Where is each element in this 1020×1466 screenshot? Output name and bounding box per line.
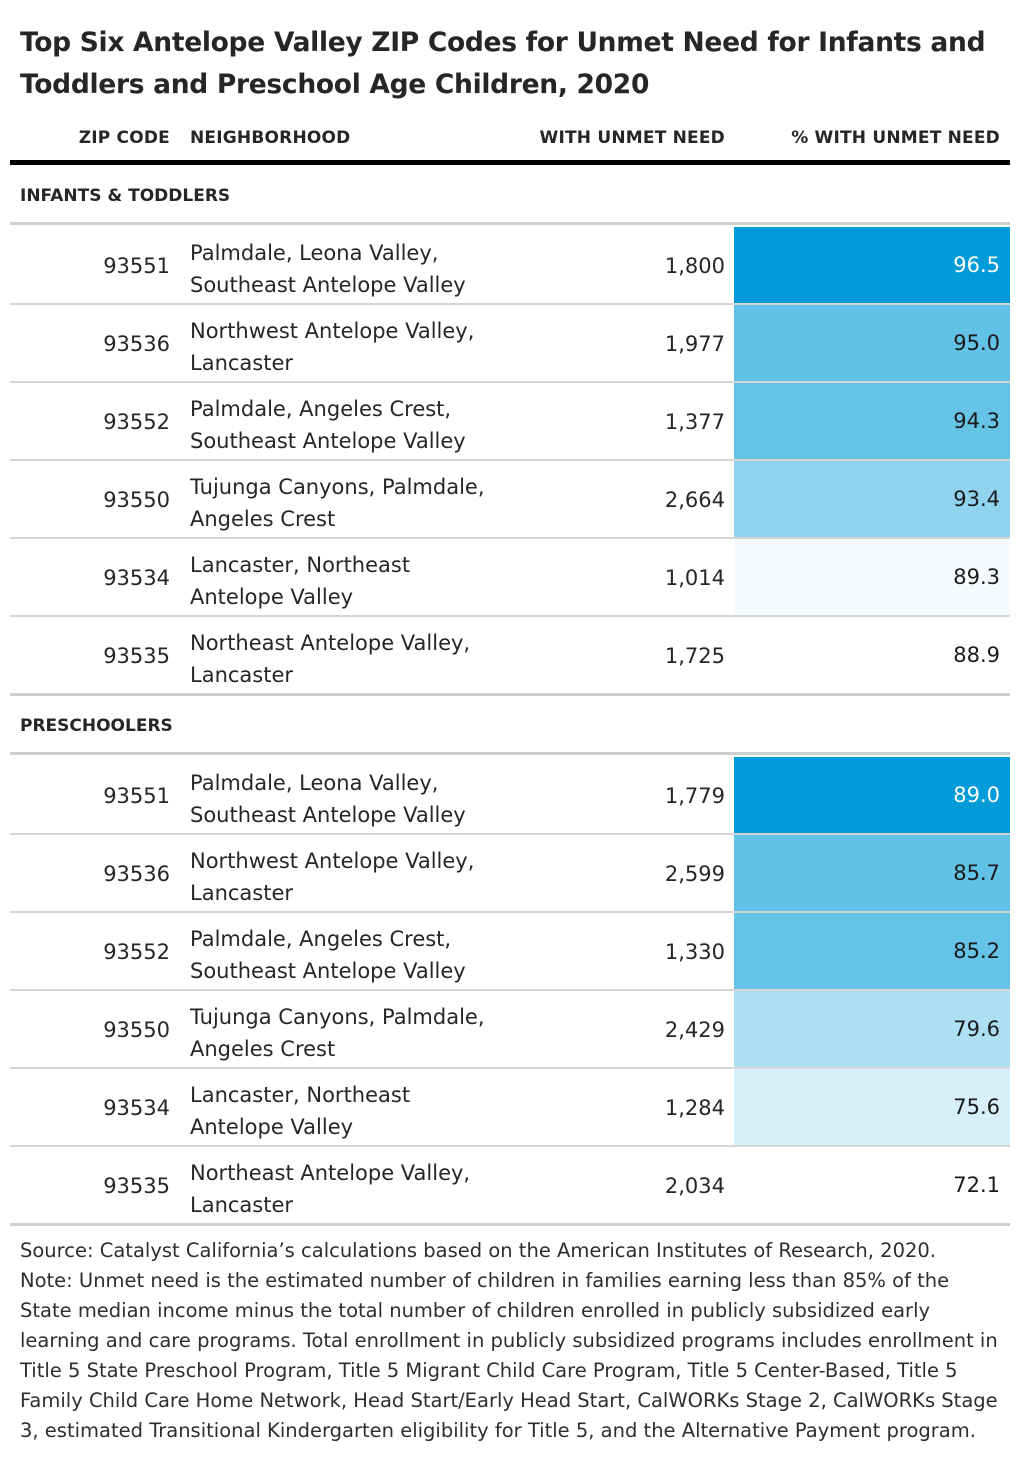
header-rule <box>10 160 1010 165</box>
zip-code-cell: 93550 <box>103 488 170 512</box>
pct-unmet-need-cell: 89.3 <box>734 539 1010 615</box>
section-rule <box>10 752 1010 755</box>
neighborhood-cell: Northeast Antelope Valley, Lancaster <box>190 1161 471 1217</box>
zip-code-cell: 93551 <box>103 254 170 278</box>
zip-code-cell: 93535 <box>103 1174 170 1198</box>
chart-title: Top Six Antelope Valley ZIP Codes for Un… <box>20 27 986 100</box>
neighborhood-cell: Palmdale, Leona Valley, Southeast Antelo… <box>190 241 466 297</box>
pct-unmet-need-cell: 88.9 <box>734 617 1010 693</box>
pct-unmet-need-value: 85.2 <box>953 939 1000 963</box>
table-row: 93552 Palmdale, Angeles Crest, Southeast … <box>10 383 1010 461</box>
zip-code-cell: 93536 <box>103 862 170 886</box>
with-unmet-need-cell: 1,284 <box>664 1096 725 1120</box>
with-unmet-need-cell: 1,779 <box>664 784 725 808</box>
pct-unmet-need-value: 89.0 <box>953 783 1000 807</box>
with-unmet-need-cell: 2,664 <box>664 488 725 512</box>
zip-code-cell: 93551 <box>103 784 170 808</box>
table-row: 93550 Tujunga Canyons, Palmdale, Angeles … <box>10 991 1010 1069</box>
table-row: 93550 Tujunga Canyons, Palmdale, Angeles … <box>10 461 1010 539</box>
row-divider <box>10 537 1010 539</box>
method-note: Note: Unmet need is the estimated number… <box>20 1269 998 1442</box>
row-divider <box>10 459 1010 461</box>
table-row: 93536 Northwest Antelope Valley, Lancaste… <box>10 305 1010 383</box>
with-unmet-need-cell: 1,977 <box>664 332 725 356</box>
with-unmet-need-cell: 1,330 <box>664 940 725 964</box>
pct-unmet-need-value: 75.6 <box>953 1095 1000 1119</box>
pct-unmet-need-cell: 72.1 <box>734 1147 1010 1223</box>
table-row: 93535 Northeast Antelope Valley, Lancaste… <box>10 1147 1010 1225</box>
table-row: 93536 Northwest Antelope Valley, Lancaste… <box>10 835 1010 913</box>
pct-unmet-need-cell: 89.0 <box>734 757 1010 833</box>
row-divider <box>10 693 1010 696</box>
with-unmet-need-cell: 2,429 <box>664 1018 725 1042</box>
pct-unmet-need-value: 96.5 <box>953 253 1000 277</box>
table-row: 93552 Palmdale, Angeles Crest, Southeast … <box>10 913 1010 991</box>
column-header-with-unmet-need: WITH UNMET NEED <box>539 128 725 148</box>
pct-unmet-need-value: 88.9 <box>953 643 1000 667</box>
footer-notes: Source: Catalyst California’s calculatio… <box>20 1236 1005 1446</box>
section-label: INFANTS & TODDLERS <box>20 186 231 206</box>
neighborhood-cell: Palmdale, Leona Valley, Southeast Antelo… <box>190 771 466 827</box>
neighborhood-cell: Northwest Antelope Valley, Lancaster <box>190 319 475 375</box>
zip-code-cell: 93536 <box>103 332 170 356</box>
zip-code-cell: 93552 <box>103 940 170 964</box>
column-header-zip: ZIP CODE <box>78 128 170 148</box>
table-row: 93551 Palmdale, Leona Valley, Southeast A… <box>10 757 1010 835</box>
pct-unmet-need-value: 93.4 <box>953 487 1000 511</box>
pct-unmet-need-value: 85.7 <box>953 861 1000 885</box>
with-unmet-need-cell: 1,377 <box>664 410 725 434</box>
column-header-neighborhood: NEIGHBORHOOD <box>190 128 351 148</box>
with-unmet-need-cell: 1,725 <box>664 644 725 668</box>
with-unmet-need-cell: 1,014 <box>664 566 725 590</box>
pct-unmet-need-value: 72.1 <box>953 1173 1000 1197</box>
zip-code-cell: 93535 <box>103 644 170 668</box>
zip-code-cell: 93552 <box>103 410 170 434</box>
table-row: 93534 Lancaster, Northeast Antelope Valle… <box>10 539 1010 617</box>
row-divider <box>10 615 1010 617</box>
row-divider <box>10 381 1010 383</box>
table-row: 93534 Lancaster, Northeast Antelope Valle… <box>10 1069 1010 1147</box>
zip-code-cell: 93534 <box>103 1096 170 1120</box>
with-unmet-need-cell: 1,800 <box>664 254 725 278</box>
pct-unmet-need-value: 79.6 <box>953 1017 1000 1041</box>
row-divider <box>10 1145 1010 1147</box>
pct-unmet-need-value: 94.3 <box>953 409 1000 433</box>
neighborhood-cell: Lancaster, Northeast Antelope Valley <box>190 1083 411 1139</box>
with-unmet-need-cell: 2,599 <box>664 862 725 886</box>
zip-code-cell: 93550 <box>103 1018 170 1042</box>
row-divider <box>10 303 1010 305</box>
zip-code-cell: 93534 <box>103 566 170 590</box>
pct-unmet-need-cell: 96.5 <box>734 227 1010 303</box>
pct-unmet-need-value: 95.0 <box>953 331 1000 355</box>
neighborhood-cell: Lancaster, Northeast Antelope Valley <box>190 553 411 609</box>
pct-unmet-need-cell: 85.7 <box>734 835 1010 911</box>
pct-unmet-need-value: 89.3 <box>953 565 1000 589</box>
row-divider <box>10 1223 1010 1226</box>
row-divider <box>10 911 1010 913</box>
pct-unmet-need-cell: 85.2 <box>734 913 1010 989</box>
neighborhood-cell: Northeast Antelope Valley, Lancaster <box>190 631 471 687</box>
neighborhood-cell: Tujunga Canyons, Palmdale, Angeles Crest <box>190 475 485 531</box>
row-divider <box>10 1067 1010 1069</box>
table-row: 93551 Palmdale, Leona Valley, Southeast A… <box>10 227 1010 305</box>
source-note: Source: Catalyst California’s calculatio… <box>20 1239 937 1262</box>
pct-unmet-need-cell: 94.3 <box>734 383 1010 459</box>
with-unmet-need-cell: 2,034 <box>664 1174 725 1198</box>
neighborhood-cell: Tujunga Canyons, Palmdale, Angeles Crest <box>190 1005 485 1061</box>
row-divider <box>10 989 1010 991</box>
pct-unmet-need-cell: 75.6 <box>734 1069 1010 1145</box>
pct-unmet-need-cell: 79.6 <box>734 991 1010 1067</box>
neighborhood-cell: Northwest Antelope Valley, Lancaster <box>190 849 475 905</box>
pct-unmet-need-cell: 95.0 <box>734 305 1010 381</box>
neighborhood-cell: Palmdale, Angeles Crest, Southeast Antel… <box>190 397 466 453</box>
neighborhood-cell: Palmdale, Angeles Crest, Southeast Antel… <box>190 927 466 983</box>
section-label: PRESCHOOLERS <box>20 716 173 736</box>
pct-unmet-need-cell: 93.4 <box>734 461 1010 537</box>
table-row: 93535 Northeast Antelope Valley, Lancaste… <box>10 617 1010 695</box>
section-rule <box>10 222 1010 225</box>
row-divider <box>10 833 1010 835</box>
column-header-pct-unmet-need: % WITH UNMET NEED <box>791 128 1000 148</box>
